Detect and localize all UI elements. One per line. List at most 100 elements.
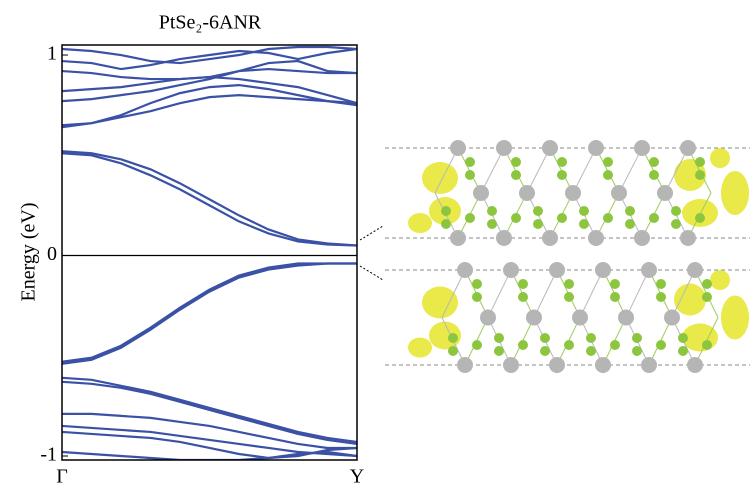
se-atom <box>625 219 635 229</box>
se-atom <box>533 206 543 216</box>
se-atom <box>671 206 681 216</box>
se-atom <box>441 206 451 216</box>
chart-title: PtSe₂-6ANR <box>159 12 262 34</box>
band-line <box>62 264 357 362</box>
pt-atom <box>450 230 466 246</box>
arrow <box>360 226 383 240</box>
pt-atom <box>519 185 535 201</box>
pt-atom <box>549 357 565 373</box>
se-atom <box>540 333 550 343</box>
se-atom <box>702 292 712 302</box>
se-atom <box>586 333 596 343</box>
se-atom <box>678 346 688 356</box>
pt-atom <box>634 230 650 246</box>
se-atom <box>610 279 620 289</box>
se-atom <box>465 170 475 180</box>
se-atom <box>472 292 482 302</box>
se-atom <box>603 170 613 180</box>
se-atom <box>511 213 521 223</box>
structure-images <box>385 140 750 373</box>
charge-density <box>408 338 432 358</box>
x-tick-label: Γ <box>56 466 68 488</box>
se-atom <box>557 157 567 167</box>
se-atom <box>487 219 497 229</box>
pt-atom <box>457 262 473 278</box>
arrow <box>360 266 383 280</box>
se-atom <box>494 333 504 343</box>
se-atom <box>518 292 528 302</box>
se-atom <box>511 157 521 167</box>
pt-atom <box>634 140 650 156</box>
se-atom <box>695 170 705 180</box>
band-line <box>62 151 357 245</box>
se-atom <box>533 219 543 229</box>
se-atom <box>557 170 567 180</box>
se-atom <box>632 346 642 356</box>
pt-atom <box>565 185 581 201</box>
se-atom <box>564 292 574 302</box>
se-atom <box>603 157 613 167</box>
se-atom <box>695 157 705 167</box>
pt-atom <box>641 262 657 278</box>
pt-atom <box>503 262 519 278</box>
se-atom <box>511 170 521 180</box>
se-atom <box>649 213 659 223</box>
x-tick-label: Y <box>350 466 364 488</box>
se-atom <box>702 279 712 289</box>
bands <box>62 47 357 460</box>
pt-atom <box>680 230 696 246</box>
pt-atom <box>496 230 512 246</box>
pt-atom <box>595 262 611 278</box>
charge-density <box>721 296 749 340</box>
charge-density <box>408 213 432 233</box>
pt-atom <box>503 357 519 373</box>
se-atom <box>610 292 620 302</box>
charge-density <box>674 284 706 316</box>
band-line <box>62 264 357 364</box>
pt-atom <box>595 357 611 373</box>
se-atom <box>625 206 635 216</box>
se-atom <box>656 340 666 350</box>
se-atom <box>465 213 475 223</box>
pt-atom <box>611 185 627 201</box>
se-atom <box>472 340 482 350</box>
pt-atom <box>457 357 473 373</box>
pt-atom <box>687 357 703 373</box>
se-atom <box>540 346 550 356</box>
se-atom <box>494 346 504 356</box>
se-atom <box>448 333 458 343</box>
y-tick-label: 1 <box>47 43 57 65</box>
pt-atom <box>588 140 604 156</box>
se-atom <box>518 279 528 289</box>
se-atom <box>448 346 458 356</box>
pt-atom <box>588 230 604 246</box>
pt-atom <box>572 310 588 326</box>
pt-atom <box>657 185 673 201</box>
pt-atom <box>480 310 496 326</box>
se-atom <box>702 340 712 350</box>
pt-atom <box>496 140 512 156</box>
se-atom <box>632 333 642 343</box>
se-atom <box>487 206 497 216</box>
se-atom <box>603 213 613 223</box>
band-line <box>62 61 357 79</box>
se-atom <box>649 157 659 167</box>
se-atom <box>579 219 589 229</box>
pt-atom <box>618 310 634 326</box>
se-atom <box>557 213 567 223</box>
pt-atom <box>473 185 489 201</box>
se-atom <box>656 292 666 302</box>
se-atom <box>610 340 620 350</box>
pt-atom <box>641 357 657 373</box>
y-axis-label: Energy (eV) <box>18 202 40 301</box>
pt-atom <box>526 310 542 326</box>
band-line <box>62 426 357 456</box>
se-atom <box>695 213 705 223</box>
y-tick-label: -1 <box>40 444 57 466</box>
se-atom <box>472 279 482 289</box>
charge-density <box>710 148 730 168</box>
pt-atom <box>542 230 558 246</box>
charge-density <box>422 287 458 319</box>
pt-atom <box>680 140 696 156</box>
se-atom <box>441 219 451 229</box>
